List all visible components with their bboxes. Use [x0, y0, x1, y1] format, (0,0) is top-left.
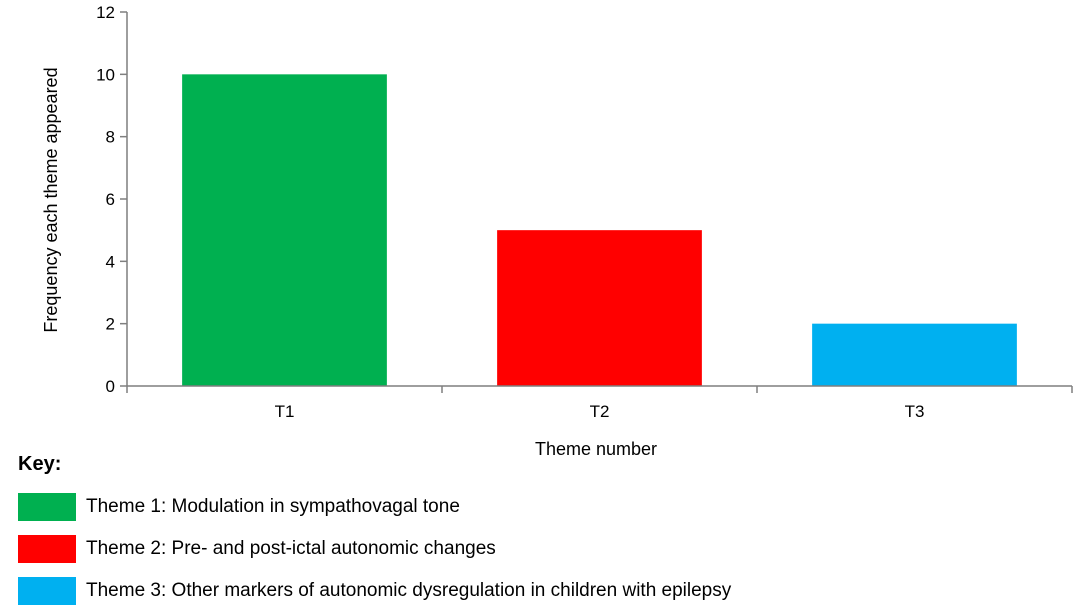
- bars: [182, 74, 1017, 386]
- x-tick-label-t2: T2: [590, 402, 610, 421]
- y-axis-title: Frequency each theme appeared: [41, 67, 61, 332]
- y-axis: 0 2 4 6 8 10 12: [96, 3, 128, 396]
- key-title: Key:: [18, 453, 62, 475]
- bar-t2: [497, 230, 702, 386]
- y-tick-label: 6: [106, 190, 115, 209]
- key-label-theme-1: Theme 1: Modulation in sympathovagal ton…: [86, 496, 460, 517]
- y-tick-label: 10: [96, 65, 115, 84]
- key-swatch-theme-1: [18, 493, 76, 521]
- y-tick-label: 12: [96, 3, 115, 22]
- key-item-theme-3: Theme 3: Other markers of autonomic dysr…: [18, 570, 731, 612]
- key-legend: Key: Theme 1: Modulation in sympathovaga…: [18, 450, 731, 612]
- y-tick-label: 4: [106, 252, 115, 271]
- key-item-theme-2: Theme 2: Pre- and post-ictal autonomic c…: [18, 528, 731, 570]
- key-swatch-theme-3: [18, 577, 76, 605]
- x-tick-label-t3: T3: [905, 402, 925, 421]
- key-label-theme-3: Theme 3: Other markers of autonomic dysr…: [86, 580, 732, 601]
- key-item-theme-1: Theme 1: Modulation in sympathovagal ton…: [18, 486, 731, 528]
- key-swatch-theme-2: [18, 535, 76, 563]
- y-tick-label: 0: [106, 377, 115, 396]
- bar-t3: [812, 323, 1017, 386]
- y-tick-label: 2: [106, 315, 115, 334]
- key-label-theme-2: Theme 2: Pre- and post-ictal autonomic c…: [86, 538, 496, 559]
- bar-chart: 0 2 4 6 8 10 12 T1 T2 T3 Frequency each theme ap…: [41, 3, 1073, 459]
- bar-t1: [182, 74, 387, 386]
- x-axis: T1 T2 T3: [126, 385, 1073, 421]
- x-tick-label-t1: T1: [275, 402, 295, 421]
- x-axis-title: Theme number: [535, 439, 657, 459]
- y-tick-label: 8: [106, 128, 115, 147]
